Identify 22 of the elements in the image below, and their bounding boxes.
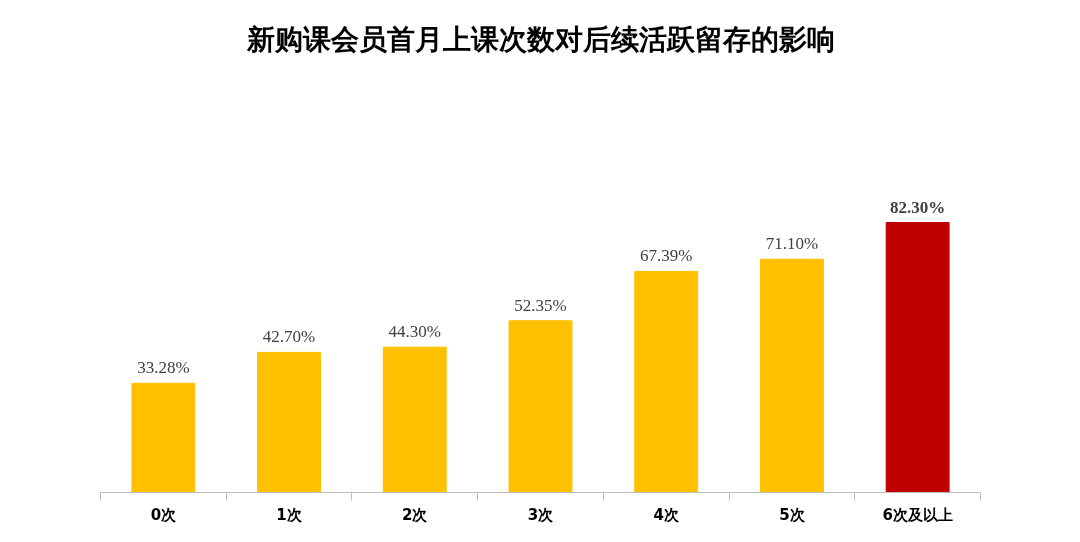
- data-label: 71.10%: [765, 234, 819, 254]
- bar: [885, 222, 950, 493]
- x-tick-label: 3次: [527, 505, 555, 524]
- x-tick-label: 5次: [779, 505, 806, 524]
- bar: [634, 270, 699, 493]
- bar: [508, 320, 573, 493]
- chart-title: 新购课会员首月上课次数对后续活跃留存的影响: [245, 22, 835, 56]
- x-tick-label: 4次: [653, 505, 680, 524]
- bar: [131, 382, 196, 493]
- x-tick-label: 2次: [402, 505, 429, 524]
- data-label: 44.30%: [388, 322, 441, 342]
- data-label: 82.30%: [890, 197, 946, 217]
- x-tick-label: 1次: [276, 505, 303, 524]
- data-label: 33.28%: [137, 358, 190, 378]
- data-label: 52.35%: [514, 295, 567, 315]
- x-tick-label: 0次: [150, 505, 178, 524]
- bar: [382, 346, 447, 493]
- x-tick-label: 6次及以上: [882, 505, 953, 524]
- bar: [760, 258, 824, 493]
- data-label: 67.39%: [640, 246, 693, 266]
- bar: [257, 351, 321, 493]
- data-label: 42.70%: [262, 327, 316, 347]
